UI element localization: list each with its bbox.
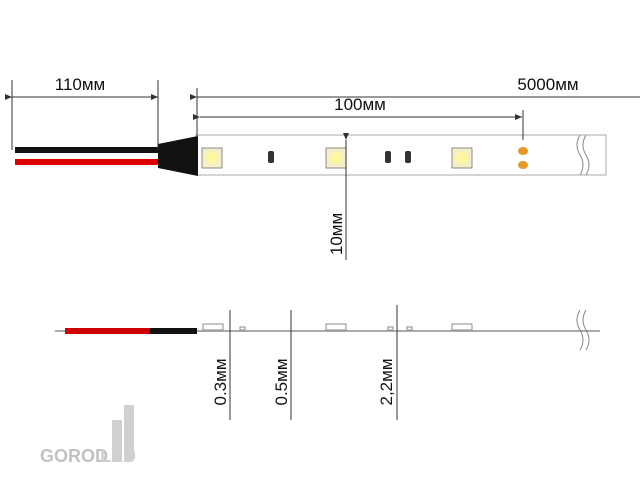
dimension-lines [5, 80, 640, 260]
strip-side [55, 305, 600, 420]
strip-length: 5000мм [517, 75, 578, 94]
wire-length: 110мм [55, 75, 105, 94]
thickness-b: 0.5мм [272, 358, 291, 405]
logo-text: GOROD [40, 446, 108, 466]
logo: GOROD LED [40, 405, 136, 466]
thickness-a: 0.3мм [211, 358, 230, 405]
strip-top [15, 134, 607, 176]
thickness-c: 2,2мм [377, 358, 396, 405]
segment-length: 100мм [334, 95, 386, 114]
logo-suffix: LED [100, 446, 136, 466]
strip-width: 10мм [327, 213, 346, 255]
